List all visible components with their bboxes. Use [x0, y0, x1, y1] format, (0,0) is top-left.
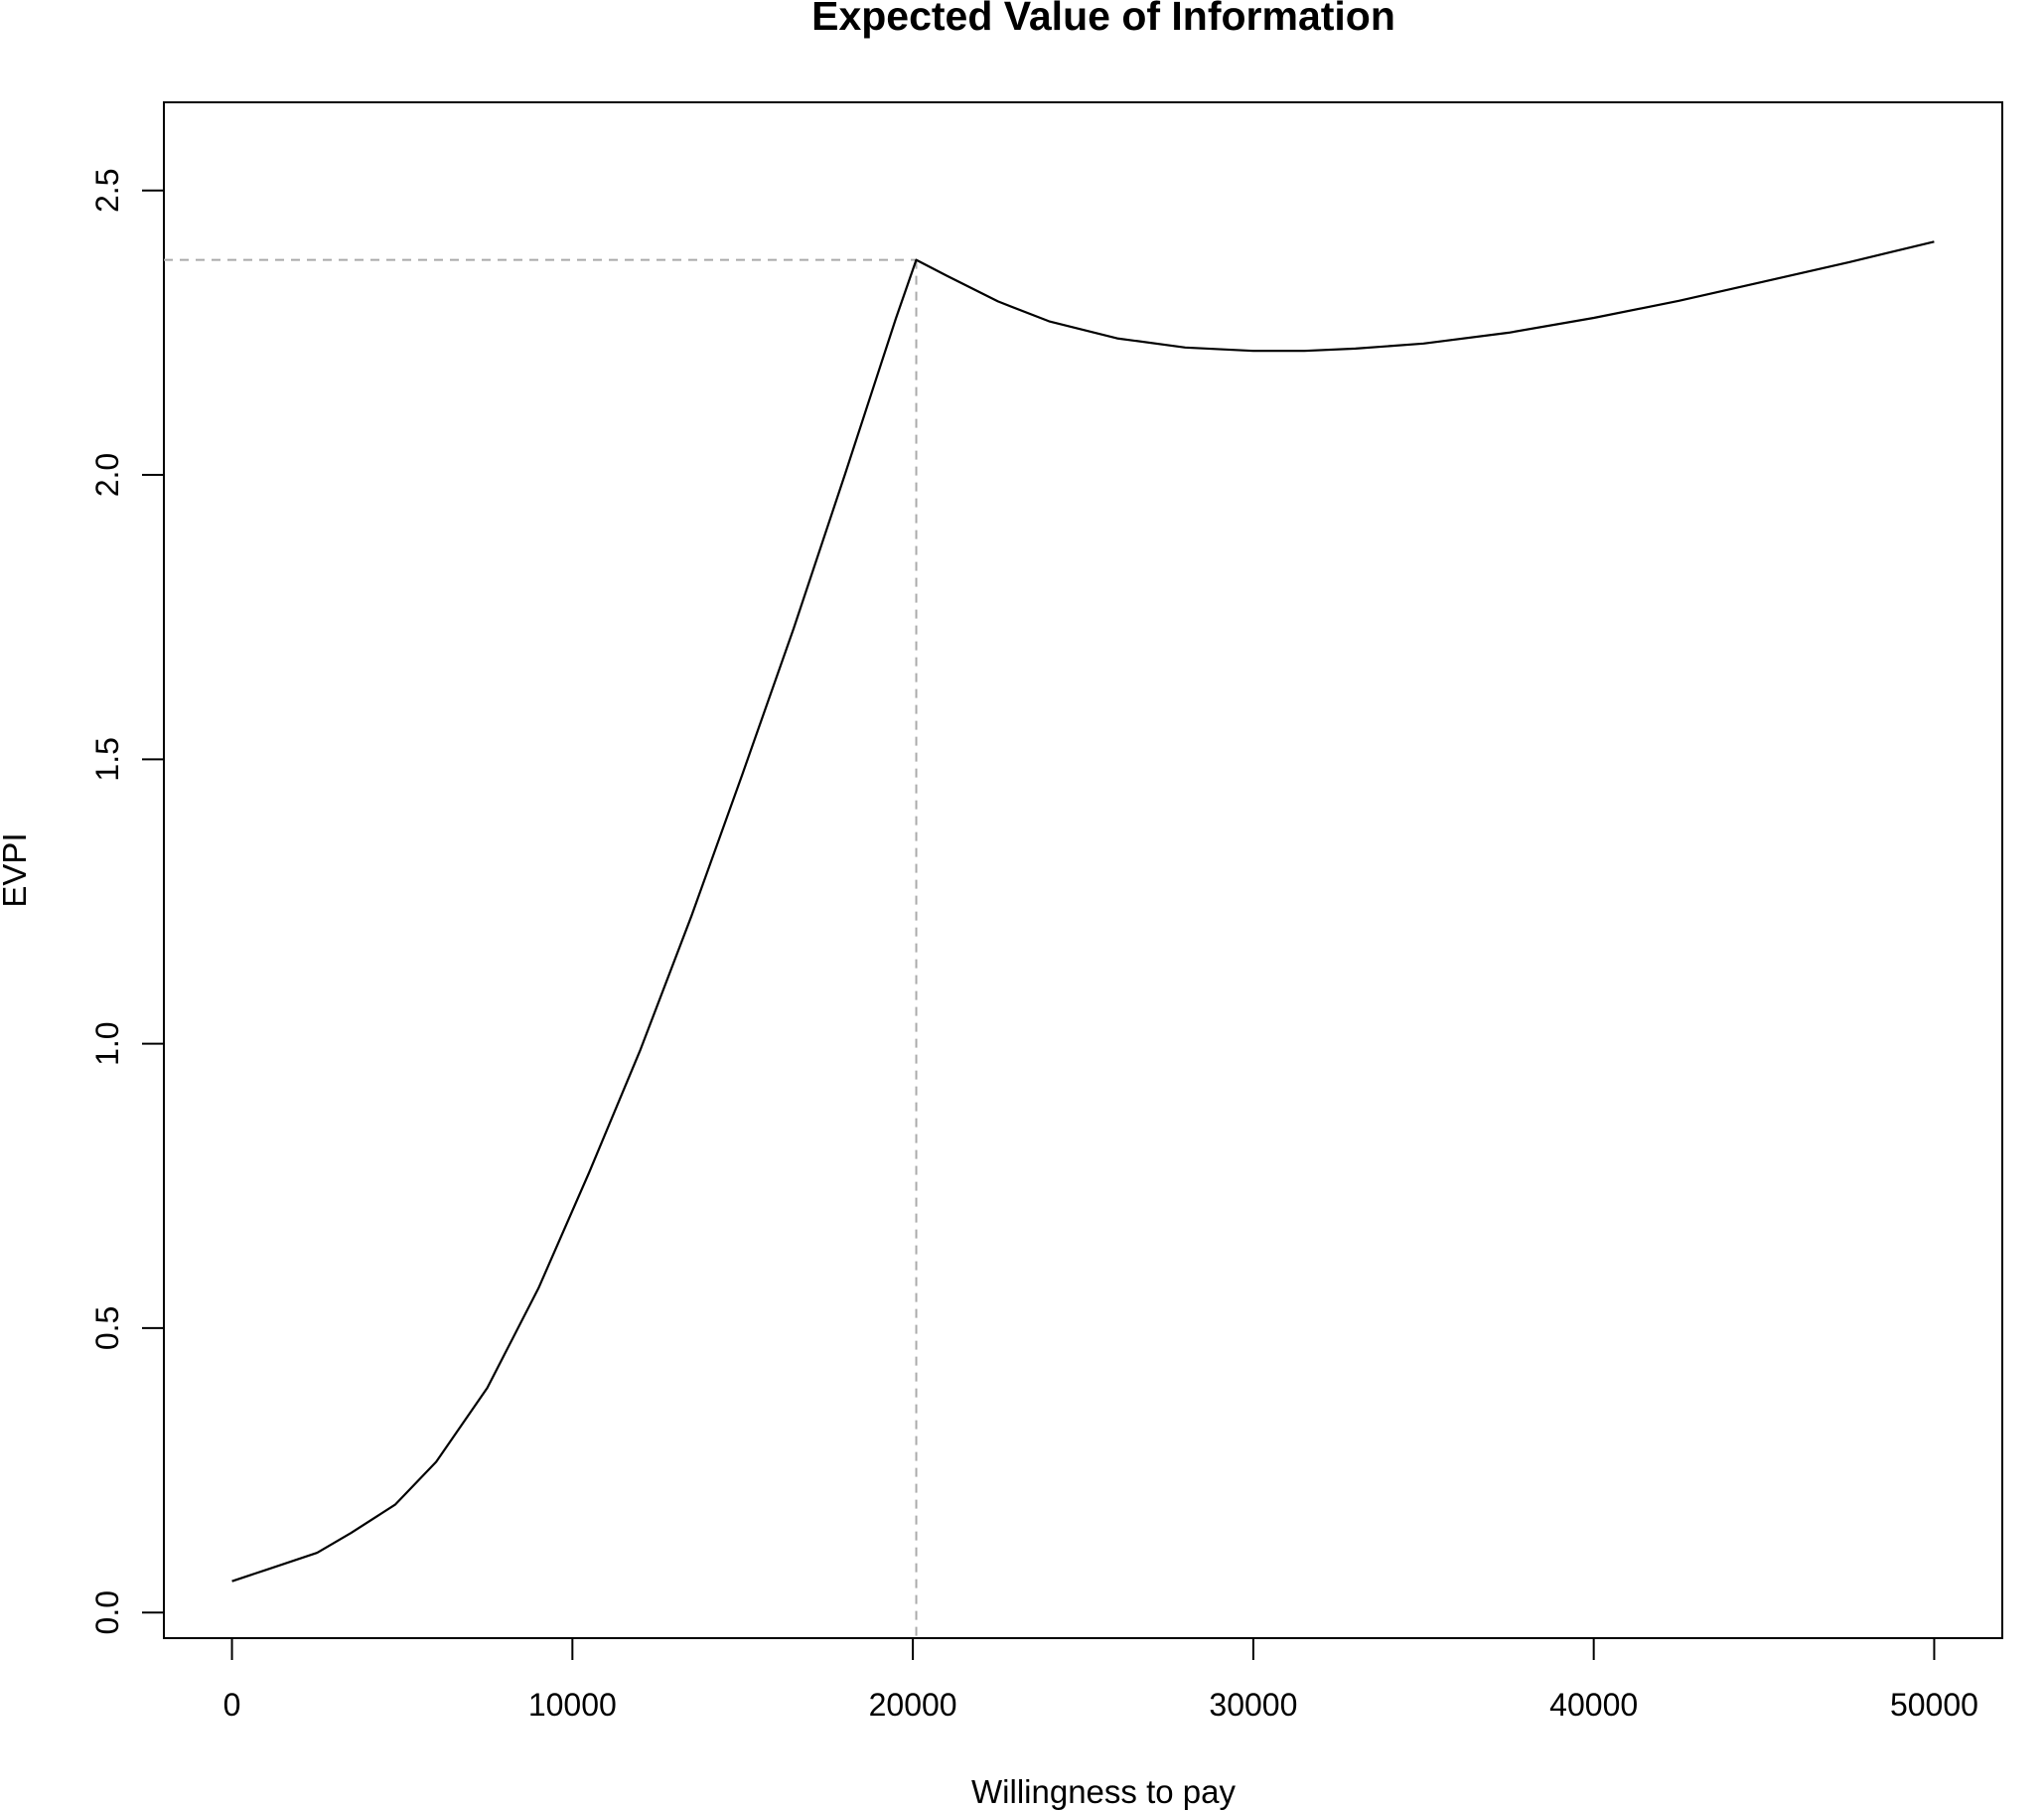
- y-tick-label: 1.5: [89, 737, 125, 781]
- y-axis: 0.0 0.5 1.0 1.5 2.0 2.5: [89, 169, 165, 1634]
- evpi-series-line: [231, 240, 1935, 1583]
- x-tick-label: 30000: [1209, 1687, 1297, 1723]
- y-tick-label: 0.0: [89, 1590, 125, 1634]
- chart-title: Expected Value of Information: [811, 0, 1395, 39]
- y-axis-label: EVPI: [0, 832, 33, 907]
- x-tick-label: 10000: [528, 1687, 617, 1723]
- x-axis-label: Willingness to pay: [971, 1773, 1236, 1810]
- y-tick-label: 0.5: [89, 1306, 125, 1350]
- reference-lines: [164, 258, 918, 1638]
- series-layer: [231, 240, 1935, 1583]
- y-tick-label: 2.5: [89, 169, 125, 213]
- x-tick-label: 40000: [1549, 1687, 1638, 1723]
- x-tick-label: 0: [223, 1687, 241, 1723]
- x-axis: 0 10000 20000 30000 40000 50000: [223, 1637, 1978, 1723]
- x-tick-label: 20000: [869, 1687, 957, 1723]
- y-tick-label: 1.0: [89, 1021, 125, 1065]
- y-tick-label: 2.0: [89, 453, 125, 497]
- x-tick-label: 50000: [1890, 1687, 1978, 1723]
- plot-frame: [163, 101, 2003, 1639]
